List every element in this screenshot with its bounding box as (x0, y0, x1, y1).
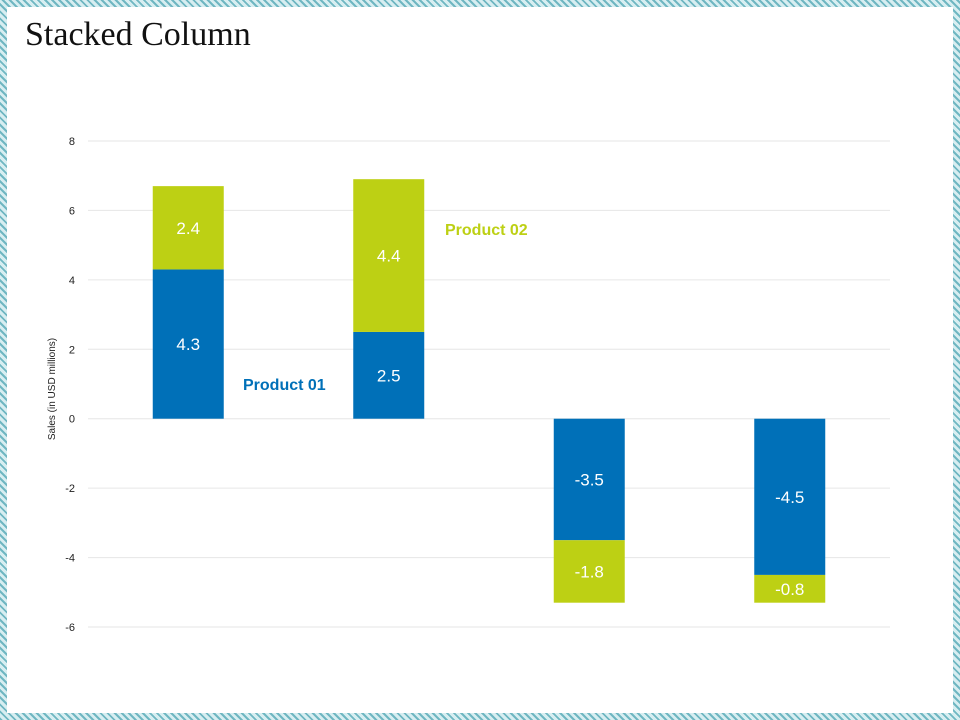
y-tick-label: 8 (69, 136, 75, 148)
bar-segment-product-02 (754, 574, 826, 603)
data-label: -4.5 (775, 488, 804, 507)
y-tick-label: -2 (65, 483, 75, 495)
data-label: -3.5 (575, 470, 604, 489)
bar-segment-product-01 (353, 331, 425, 419)
y-tick-label: -6 (65, 622, 75, 634)
y-tick-label: 0 (69, 414, 75, 426)
bar-segment-product-01 (553, 418, 625, 541)
y-tick-label: -4 (65, 553, 75, 565)
bar-segment-product-01 (152, 269, 224, 419)
data-label: -0.8 (775, 580, 804, 599)
y-axis-label: Sales (in USD millions) (47, 338, 58, 440)
y-tick-label: 6 (69, 205, 75, 217)
data-label: 4.4 (377, 247, 401, 266)
y-tick-label: 2 (69, 344, 75, 356)
page-title: Stacked Column (25, 16, 251, 53)
data-label: 2.5 (377, 366, 401, 385)
bar-segment-product-02 (553, 540, 625, 603)
data-label: -1.8 (575, 562, 604, 581)
bar-segment-product-02 (152, 186, 224, 270)
data-label: 2.4 (176, 219, 200, 238)
legend-product-02: Product 02 (445, 222, 528, 239)
y-tick-label: 4 (69, 275, 75, 287)
bar-segment-product-02 (353, 179, 425, 332)
bar-segment-product-01 (754, 418, 826, 575)
data-label: 4.3 (176, 335, 200, 354)
legend-product-01: Product 01 (243, 377, 326, 394)
